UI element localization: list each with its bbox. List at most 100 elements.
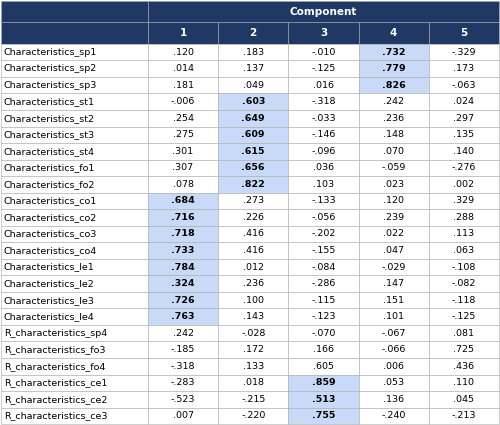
Bar bbox=[429, 94, 499, 110]
Bar bbox=[1, 60, 148, 77]
Text: .275: .275 bbox=[172, 130, 194, 139]
Text: .254: .254 bbox=[172, 114, 194, 123]
Bar bbox=[429, 341, 499, 358]
Bar bbox=[288, 259, 358, 275]
Bar bbox=[1, 143, 148, 160]
Text: .002: .002 bbox=[454, 180, 474, 189]
Bar bbox=[218, 309, 288, 325]
Bar bbox=[148, 358, 218, 374]
Bar bbox=[429, 176, 499, 193]
Text: .656: .656 bbox=[242, 163, 265, 173]
Text: .605: .605 bbox=[313, 362, 334, 371]
Bar bbox=[288, 391, 358, 408]
Bar bbox=[358, 341, 429, 358]
Bar bbox=[358, 110, 429, 127]
Text: .763: .763 bbox=[172, 312, 195, 321]
Bar bbox=[358, 143, 429, 160]
Bar bbox=[358, 160, 429, 176]
Bar bbox=[148, 374, 218, 391]
Bar bbox=[288, 110, 358, 127]
Bar bbox=[288, 275, 358, 292]
Text: -.215: -.215 bbox=[241, 395, 266, 404]
Bar bbox=[358, 77, 429, 94]
Text: .684: .684 bbox=[171, 196, 195, 205]
Text: -.084: -.084 bbox=[312, 263, 336, 272]
Bar bbox=[288, 209, 358, 226]
Bar bbox=[358, 391, 429, 408]
Text: .329: .329 bbox=[454, 196, 474, 205]
Bar bbox=[358, 374, 429, 391]
Text: .147: .147 bbox=[383, 279, 404, 288]
Text: .784: .784 bbox=[171, 263, 195, 272]
Bar bbox=[429, 193, 499, 209]
Bar bbox=[358, 292, 429, 309]
Text: -.125: -.125 bbox=[452, 312, 476, 321]
Text: .070: .070 bbox=[383, 147, 404, 156]
Text: Characteristics_st2: Characteristics_st2 bbox=[4, 114, 95, 123]
Text: Characteristics_sp2: Characteristics_sp2 bbox=[4, 64, 97, 73]
Bar bbox=[288, 60, 358, 77]
Text: .183: .183 bbox=[242, 48, 264, 57]
Bar bbox=[429, 110, 499, 127]
Text: -.108: -.108 bbox=[452, 263, 476, 272]
Text: -.070: -.070 bbox=[312, 329, 336, 338]
Bar bbox=[1, 44, 148, 60]
Text: -.063: -.063 bbox=[452, 81, 476, 90]
Bar bbox=[288, 374, 358, 391]
Text: Characteristics_le3: Characteristics_le3 bbox=[4, 296, 95, 305]
Bar bbox=[358, 242, 429, 259]
Bar bbox=[148, 391, 218, 408]
Bar bbox=[429, 143, 499, 160]
Text: 5: 5 bbox=[460, 28, 468, 38]
Text: .718: .718 bbox=[171, 230, 195, 238]
Text: .226: .226 bbox=[242, 213, 264, 222]
Text: .101: .101 bbox=[383, 312, 404, 321]
Bar bbox=[358, 275, 429, 292]
Text: .081: .081 bbox=[454, 329, 474, 338]
Bar bbox=[288, 325, 358, 341]
Bar bbox=[288, 226, 358, 242]
Bar bbox=[218, 374, 288, 391]
Text: .018: .018 bbox=[242, 378, 264, 387]
Bar bbox=[288, 176, 358, 193]
Text: .014: .014 bbox=[172, 64, 194, 73]
Bar bbox=[148, 408, 218, 424]
Bar bbox=[429, 160, 499, 176]
Text: .307: .307 bbox=[172, 163, 194, 173]
Text: Characteristics_fo1: Characteristics_fo1 bbox=[4, 163, 96, 173]
Text: .016: .016 bbox=[313, 81, 334, 90]
Text: .716: .716 bbox=[171, 213, 195, 222]
Text: .024: .024 bbox=[454, 97, 474, 106]
Bar bbox=[148, 275, 218, 292]
Text: -.213: -.213 bbox=[452, 411, 476, 420]
Text: .100: .100 bbox=[242, 296, 264, 305]
Bar bbox=[1, 325, 148, 341]
Text: .173: .173 bbox=[454, 64, 474, 73]
Text: .726: .726 bbox=[171, 296, 195, 305]
Text: .733: .733 bbox=[172, 246, 194, 255]
Bar bbox=[1, 176, 148, 193]
Bar bbox=[429, 275, 499, 292]
Bar bbox=[429, 309, 499, 325]
Text: .301: .301 bbox=[172, 147, 194, 156]
Text: -.220: -.220 bbox=[241, 411, 266, 420]
Bar bbox=[148, 325, 218, 341]
Text: 2: 2 bbox=[250, 28, 257, 38]
Bar bbox=[358, 127, 429, 143]
Bar bbox=[288, 23, 358, 44]
Text: -.066: -.066 bbox=[382, 345, 406, 354]
Text: Characteristics_fo2: Characteristics_fo2 bbox=[4, 180, 96, 189]
Bar bbox=[288, 77, 358, 94]
Bar bbox=[358, 259, 429, 275]
Bar bbox=[148, 341, 218, 358]
Bar bbox=[218, 275, 288, 292]
Bar bbox=[218, 23, 288, 44]
Bar bbox=[148, 226, 218, 242]
Bar bbox=[429, 358, 499, 374]
Text: Characteristics_co2: Characteristics_co2 bbox=[4, 213, 97, 222]
Bar bbox=[288, 160, 358, 176]
Text: -.185: -.185 bbox=[171, 345, 195, 354]
Bar bbox=[288, 292, 358, 309]
Text: -.096: -.096 bbox=[312, 147, 336, 156]
Text: Characteristics_sp1: Characteristics_sp1 bbox=[4, 48, 97, 57]
